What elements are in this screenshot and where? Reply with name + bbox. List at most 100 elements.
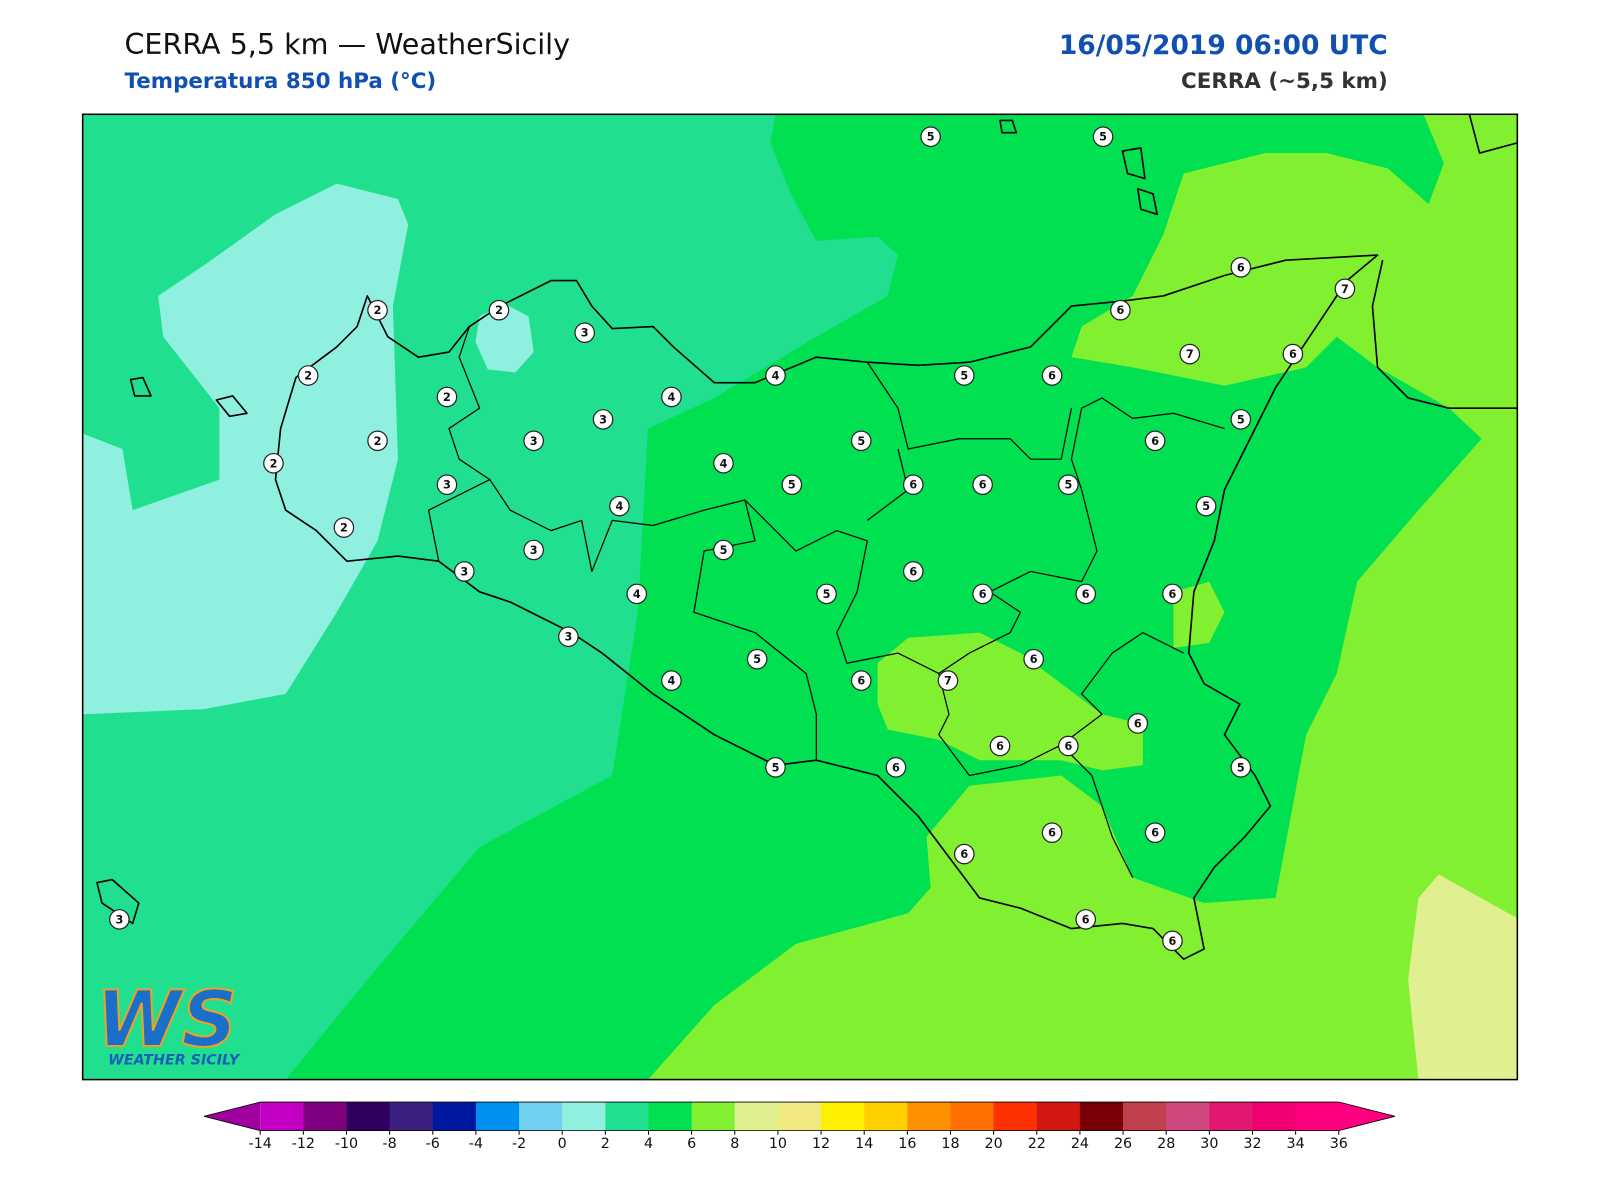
- station: 6: [1075, 583, 1097, 605]
- field-0-2: [475, 304, 534, 373]
- station-value: 7: [1186, 348, 1194, 361]
- logo-caption: WEATHER SICILY: [108, 1052, 241, 1068]
- station-marker: [297, 365, 319, 386]
- station-value: 6: [960, 848, 968, 861]
- station: 3: [109, 909, 130, 930]
- colorbar-segment: [993, 1102, 1038, 1131]
- station: 5: [1195, 495, 1217, 517]
- station-marker: [989, 735, 1011, 757]
- station-value: 4: [720, 457, 728, 470]
- station: 6: [1144, 822, 1166, 843]
- station: 5: [1092, 126, 1114, 148]
- station: 6: [902, 474, 924, 495]
- station: 5: [953, 365, 975, 386]
- colorbar-tick-label: 8: [730, 1136, 739, 1152]
- station-value: 7: [1341, 283, 1349, 296]
- station-marker: [713, 452, 734, 474]
- colorbar-tick-label: 14: [855, 1136, 873, 1152]
- station-value: 6: [1134, 717, 1142, 730]
- station-value: 4: [772, 370, 780, 383]
- station-value: 6: [1048, 827, 1056, 840]
- logo: WS WEATHER SICILY: [95, 974, 241, 1068]
- colorbar-segment: [1079, 1102, 1124, 1131]
- colorbar-tick-label: 10: [769, 1136, 787, 1152]
- station: 7: [937, 670, 959, 691]
- station-value: 5: [1237, 413, 1245, 426]
- colorbar-segment: [346, 1102, 391, 1131]
- colorbar-segment: [907, 1102, 951, 1131]
- station: 5: [816, 583, 837, 605]
- station-marker: [902, 474, 924, 495]
- station-marker: [1058, 735, 1079, 757]
- station-marker: [1110, 299, 1131, 321]
- station-marker: [902, 561, 924, 582]
- station-marker: [953, 843, 975, 865]
- station-value: 5: [772, 761, 780, 774]
- station-value: 3: [530, 544, 538, 557]
- station-marker: [1075, 583, 1097, 605]
- station-value: 2: [374, 304, 382, 317]
- station-marker: [953, 365, 975, 386]
- station-marker: [1144, 430, 1166, 452]
- station: 5: [1058, 474, 1079, 495]
- station-value: 5: [857, 435, 865, 448]
- station-value: 2: [340, 522, 348, 535]
- station-value: 2: [304, 370, 312, 383]
- station-value: 7: [944, 675, 952, 688]
- station-value: 2: [270, 457, 278, 470]
- station-value: 5: [788, 479, 796, 492]
- station-marker: [972, 583, 993, 605]
- logo-mark: WS: [96, 975, 237, 1065]
- station-value: 6: [1169, 588, 1177, 601]
- station-value: 6: [1064, 740, 1072, 753]
- station: 5: [850, 430, 872, 452]
- station-value: 5: [960, 370, 968, 383]
- station: 5: [781, 474, 803, 495]
- station-value: 6: [1048, 370, 1056, 383]
- station-marker: [1282, 343, 1304, 365]
- station-marker: [367, 430, 388, 452]
- station-marker: [1144, 822, 1166, 843]
- field-6-8: [877, 632, 1143, 771]
- station-value: 3: [581, 327, 589, 340]
- station: 6: [1023, 648, 1044, 670]
- colorbar-tick-label: 26: [1114, 1136, 1132, 1152]
- station: 6: [1041, 822, 1063, 843]
- station-value: 2: [374, 435, 382, 448]
- colorbar-tick-label: -12: [292, 1136, 315, 1152]
- station: 6: [1110, 299, 1131, 321]
- station-marker: [1041, 365, 1063, 386]
- station: 5: [713, 539, 734, 561]
- colorbar-segment: [864, 1102, 908, 1131]
- field-0-2: [82, 183, 409, 715]
- colorbar-tick-label: 32: [1243, 1136, 1261, 1152]
- station-value: 4: [615, 500, 623, 513]
- colorbar-tick-label: 2: [601, 1136, 610, 1152]
- station-marker: [558, 626, 579, 648]
- station-marker: [850, 430, 872, 452]
- station-value: 6: [1289, 348, 1297, 361]
- station-marker: [1230, 409, 1252, 430]
- station-value: 6: [1117, 304, 1125, 317]
- station-marker: [746, 648, 768, 670]
- station-value: 6: [1151, 435, 1159, 448]
- station-marker: [1127, 713, 1149, 734]
- station: 6: [902, 561, 924, 582]
- station-value: 3: [530, 435, 538, 448]
- station-values: 5 5 6 7 6 7 6 2 2 3 2 4 5 6 2 4 3 5 2 3 5 6 2 4 3 5 6 6 5 5 4 2 3 5 3 6 4 5 6 6…: [109, 126, 1356, 952]
- station: 4: [765, 365, 786, 386]
- station-marker: [1162, 583, 1183, 605]
- station-marker: [626, 583, 648, 605]
- station: 6: [1058, 735, 1079, 757]
- colorbar-tick-label: -14: [249, 1136, 272, 1152]
- station-marker: [713, 539, 734, 561]
- valid-time: 16/05/2019 06:00 UTC: [1059, 30, 1388, 61]
- station-marker: [1041, 822, 1063, 843]
- station: 3: [558, 626, 579, 648]
- station: 6: [1041, 365, 1063, 386]
- colorbar-segment: [777, 1102, 822, 1131]
- station-marker: [1179, 343, 1201, 365]
- station-marker: [850, 670, 872, 691]
- station-marker: [765, 757, 786, 778]
- station: 2: [367, 299, 388, 321]
